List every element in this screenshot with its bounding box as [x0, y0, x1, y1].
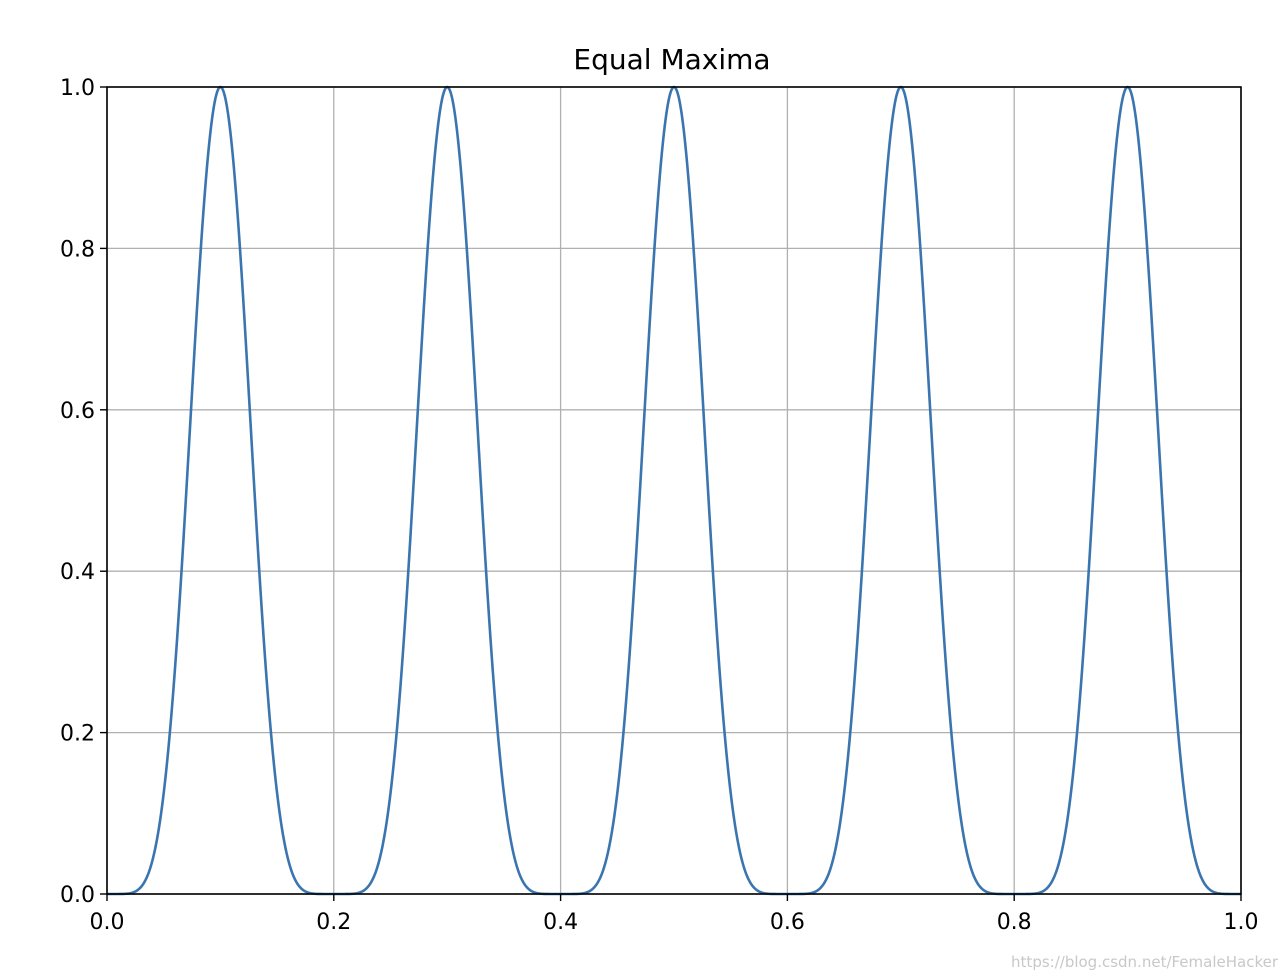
- x-tick-label: 0.4: [543, 910, 578, 935]
- x-tick-label: 0.8: [997, 910, 1032, 935]
- grid-lines: [106, 86, 1242, 895]
- y-tick-label: 1.0: [60, 76, 95, 101]
- x-tick-label: 1.0: [1224, 910, 1259, 935]
- x-tick-label: 0.0: [90, 910, 125, 935]
- y-tick-label: 0.4: [60, 560, 95, 585]
- x-tick-label: 0.2: [316, 910, 351, 935]
- axes-frame: [106, 86, 1242, 895]
- y-tick-label: 0.0: [60, 883, 95, 908]
- chart-title: Equal Maxima: [573, 43, 770, 76]
- tick-marks: [100, 86, 1242, 901]
- y-tick-label: 0.6: [60, 399, 95, 424]
- x-tick-labels: 0.0 0.2 0.4 0.6 0.8 1.0: [90, 910, 1259, 935]
- watermark-text: https://blog.csdn.net/FemaleHacker: [1011, 953, 1279, 971]
- y-tick-label: 0.8: [60, 237, 95, 262]
- x-tick-label: 0.6: [770, 910, 805, 935]
- y-tick-label: 0.2: [60, 722, 95, 747]
- y-tick-labels: 0.0 0.2 0.4 0.6 0.8 1.0: [60, 76, 95, 908]
